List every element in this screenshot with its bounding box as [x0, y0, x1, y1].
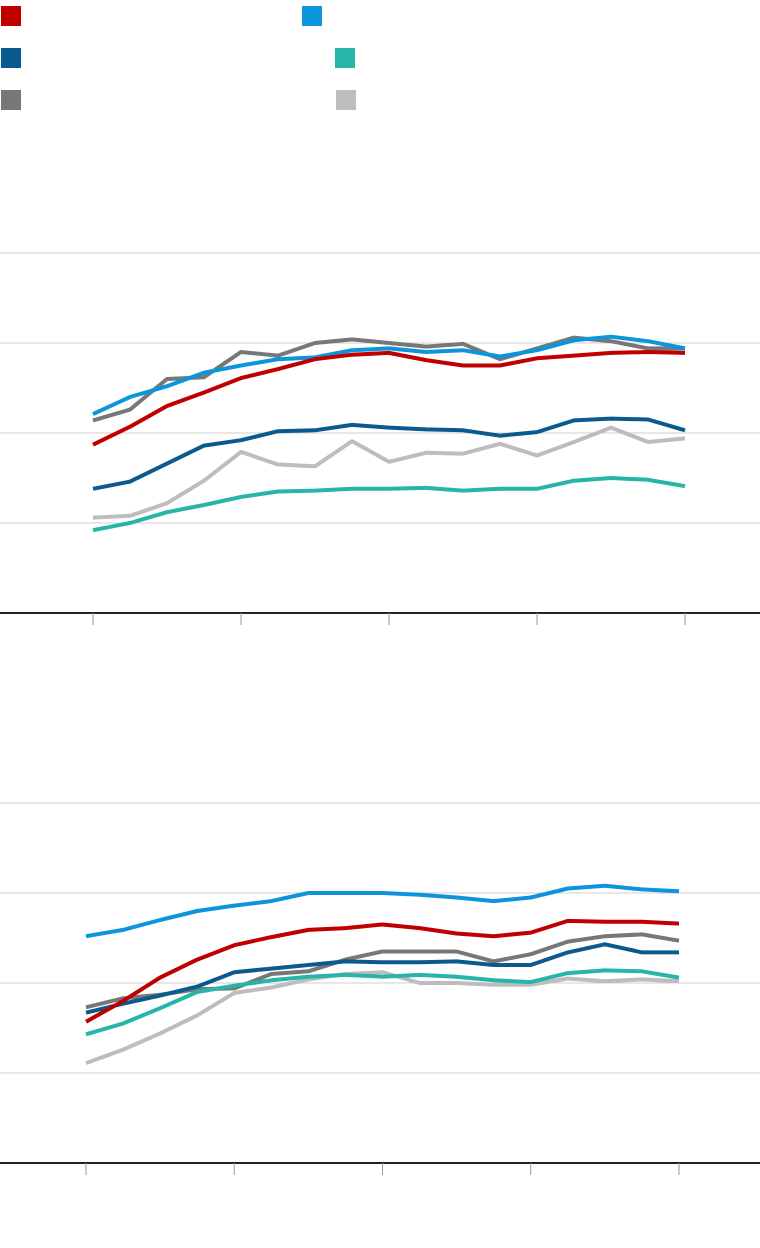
line-chart-1	[0, 230, 760, 650]
legend-swatch-light-grey	[336, 90, 356, 110]
series-line-5	[85, 883, 680, 939]
series-line-4	[92, 416, 686, 491]
legend-swatch-dark-grey	[1, 90, 21, 110]
series-line-3	[85, 968, 680, 1037]
legend-swatch-red	[1, 6, 21, 26]
legend-swatch-light-blue	[302, 6, 322, 26]
series-line-4	[85, 942, 679, 1015]
series-line-2	[85, 970, 680, 1065]
series-line-3	[92, 476, 686, 533]
chart-legend	[0, 0, 760, 120]
legend-item-5	[1, 90, 29, 110]
line-chart-2	[0, 780, 760, 1200]
line-chart-1-svg	[0, 252, 760, 625]
line-chart-2-svg	[0, 802, 760, 1175]
legend-swatch-teal	[335, 48, 355, 68]
series-line-6	[92, 350, 686, 447]
legend-swatch-dark-blue	[1, 48, 21, 68]
legend-item-4	[335, 48, 363, 68]
series-line-6	[85, 918, 680, 1024]
legend-item-1	[1, 6, 29, 26]
series-line-5	[92, 334, 686, 416]
legend-item-3	[1, 48, 29, 68]
series-line-2	[92, 425, 686, 520]
legend-item-2	[302, 6, 330, 26]
legend-item-6	[336, 90, 364, 110]
